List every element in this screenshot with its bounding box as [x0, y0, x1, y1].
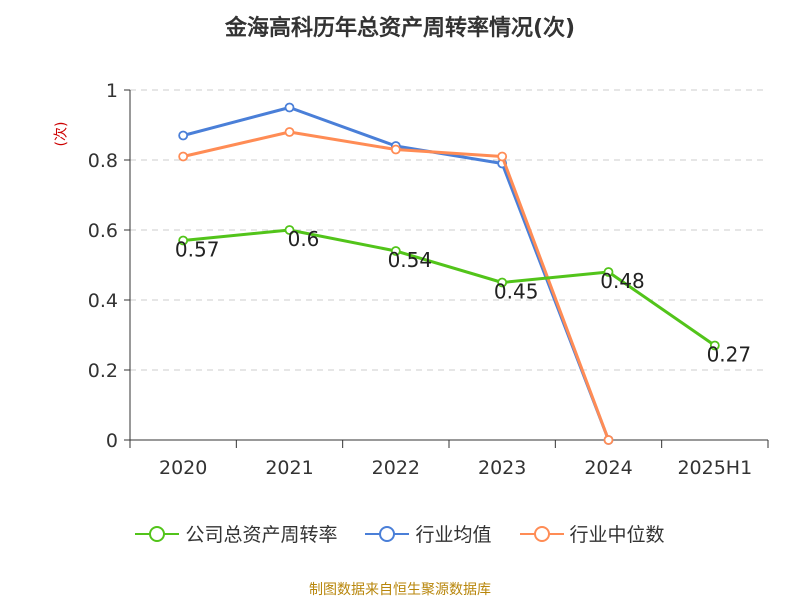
series-line-0	[183, 228, 716, 347]
data-label: 0.54	[388, 248, 433, 272]
x-tick-label: 2022	[372, 457, 420, 479]
legend-item-company[interactable]: 公司总资产周转率	[135, 520, 337, 547]
data-point-1	[284, 102, 295, 113]
data-point-0	[709, 340, 720, 351]
y-tick-label: 0	[106, 430, 118, 452]
legend-swatch-industry-mean	[365, 525, 410, 542]
data-point-0	[603, 267, 614, 277]
series-line-2	[182, 130, 610, 441]
legend-item-industry-median[interactable]: 行业中位数	[519, 520, 665, 547]
y-tick-label: 0.8	[88, 150, 118, 172]
data-point-0	[178, 235, 189, 246]
data-label: 0.57	[175, 238, 220, 262]
data-point-1	[178, 130, 189, 141]
data-point-0	[390, 246, 401, 256]
data-point-0	[497, 277, 508, 288]
legend-label-industry-mean: 行业均值	[415, 524, 492, 546]
y-tick-label: 0.2	[88, 360, 118, 382]
data-point-2	[497, 151, 508, 162]
data-label: 0.45	[494, 280, 539, 304]
legend-label-company: 公司总资产周转率	[185, 524, 338, 546]
data-point-2	[284, 127, 295, 137]
x-tick-label: 2025H1	[677, 457, 752, 479]
data-label: 0.48	[600, 269, 645, 293]
data-point-2	[603, 435, 614, 445]
y-tick-label: 1	[106, 80, 118, 102]
legend: 公司总资产周转率 行业均值 行业中位数	[0, 520, 800, 547]
legend-label-industry-median: 行业中位数	[569, 524, 665, 546]
legend-swatch-industry-median	[519, 525, 564, 542]
x-tick-label: 2023	[478, 457, 526, 479]
x-tick-label: 2021	[265, 457, 313, 479]
data-label: 0.6	[288, 227, 320, 251]
data-point-2	[178, 151, 189, 162]
chart-title: 金海高科历年总资产周转率情况(次)	[224, 16, 576, 41]
data-label: 0.27	[707, 343, 752, 367]
x-tick-label: 2024	[584, 457, 632, 479]
data-source: 制图数据来自恒生聚源数据库	[309, 582, 491, 598]
y-tick-label: 0.6	[88, 220, 118, 242]
legend-item-industry-mean[interactable]: 行业均值	[365, 520, 492, 547]
legend-swatch-company	[135, 525, 180, 542]
x-tick-label: 2020	[159, 457, 207, 479]
y-tick-label: 0.4	[88, 290, 118, 312]
data-point-0	[284, 225, 295, 235]
data-point-2	[390, 144, 401, 155]
